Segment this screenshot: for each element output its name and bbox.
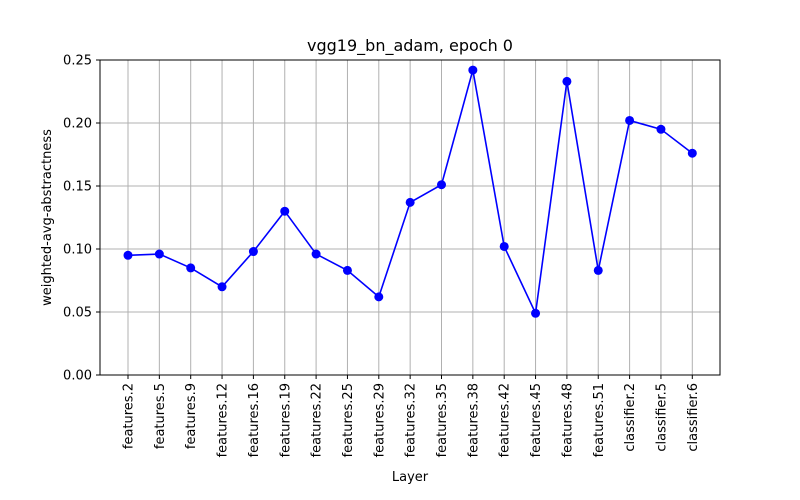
x-axis-ticks: features.2 features.5 features.9 features.1… xyxy=(122,375,701,457)
y-tick-label: 0.25 xyxy=(63,54,92,69)
x-tick-label: features.51 xyxy=(592,383,607,457)
x-axis-label: Layer xyxy=(392,470,429,485)
x-tick-label: features.16 xyxy=(247,383,262,457)
x-tick-label: features.9 xyxy=(184,383,199,449)
y-tick-label: 0.15 xyxy=(63,180,92,195)
data-point xyxy=(625,115,635,125)
data-point xyxy=(248,247,258,257)
x-tick-label: features.32 xyxy=(404,383,419,457)
data-point xyxy=(656,124,666,134)
x-tick-label: features.5 xyxy=(153,383,168,449)
data-point xyxy=(186,263,196,273)
data-point xyxy=(217,282,227,292)
x-tick-label: classifier.5 xyxy=(654,383,669,452)
x-tick-label: features.12 xyxy=(216,383,231,457)
y-tick-label: 0.05 xyxy=(63,306,92,321)
data-point xyxy=(437,180,446,190)
x-tick-label: classifier.6 xyxy=(686,383,701,452)
chart-title: vgg19_bn_adam, epoch 0 xyxy=(307,36,513,56)
x-tick-label: features.22 xyxy=(310,383,325,457)
data-point xyxy=(468,65,478,75)
y-axis-ticks: 0.00 0.05 0.10 0.15 0.20 0.25 xyxy=(63,54,100,384)
data-point xyxy=(342,265,352,275)
x-tick-label: features.19 xyxy=(278,383,293,457)
data-point xyxy=(154,249,164,259)
data-point xyxy=(499,241,509,251)
x-tick-label: features.48 xyxy=(560,383,575,457)
x-tick-label: features.29 xyxy=(372,383,387,457)
data-point xyxy=(374,292,384,302)
x-tick-label: features.25 xyxy=(341,383,356,457)
data-point xyxy=(562,76,572,86)
series-layer xyxy=(123,65,697,318)
y-tick-label: 0.20 xyxy=(63,117,92,132)
y-tick-label: 0.10 xyxy=(63,243,92,258)
data-point xyxy=(123,250,133,260)
data-point xyxy=(405,197,415,207)
x-tick-label: features.38 xyxy=(466,383,481,457)
x-tick-label: classifier.2 xyxy=(623,383,638,452)
data-point xyxy=(531,308,541,318)
data-point xyxy=(280,206,290,216)
x-tick-label: features.35 xyxy=(435,383,450,457)
data-point xyxy=(593,265,603,275)
x-tick-label: features.2 xyxy=(122,383,137,449)
y-tick-label: 0.00 xyxy=(63,369,92,384)
x-tick-label: features.42 xyxy=(498,383,513,457)
x-tick-label: features.45 xyxy=(529,383,544,457)
data-point xyxy=(687,148,697,158)
data-point xyxy=(311,249,321,259)
y-axis-label: weighted-avg-abstractness xyxy=(40,129,55,306)
